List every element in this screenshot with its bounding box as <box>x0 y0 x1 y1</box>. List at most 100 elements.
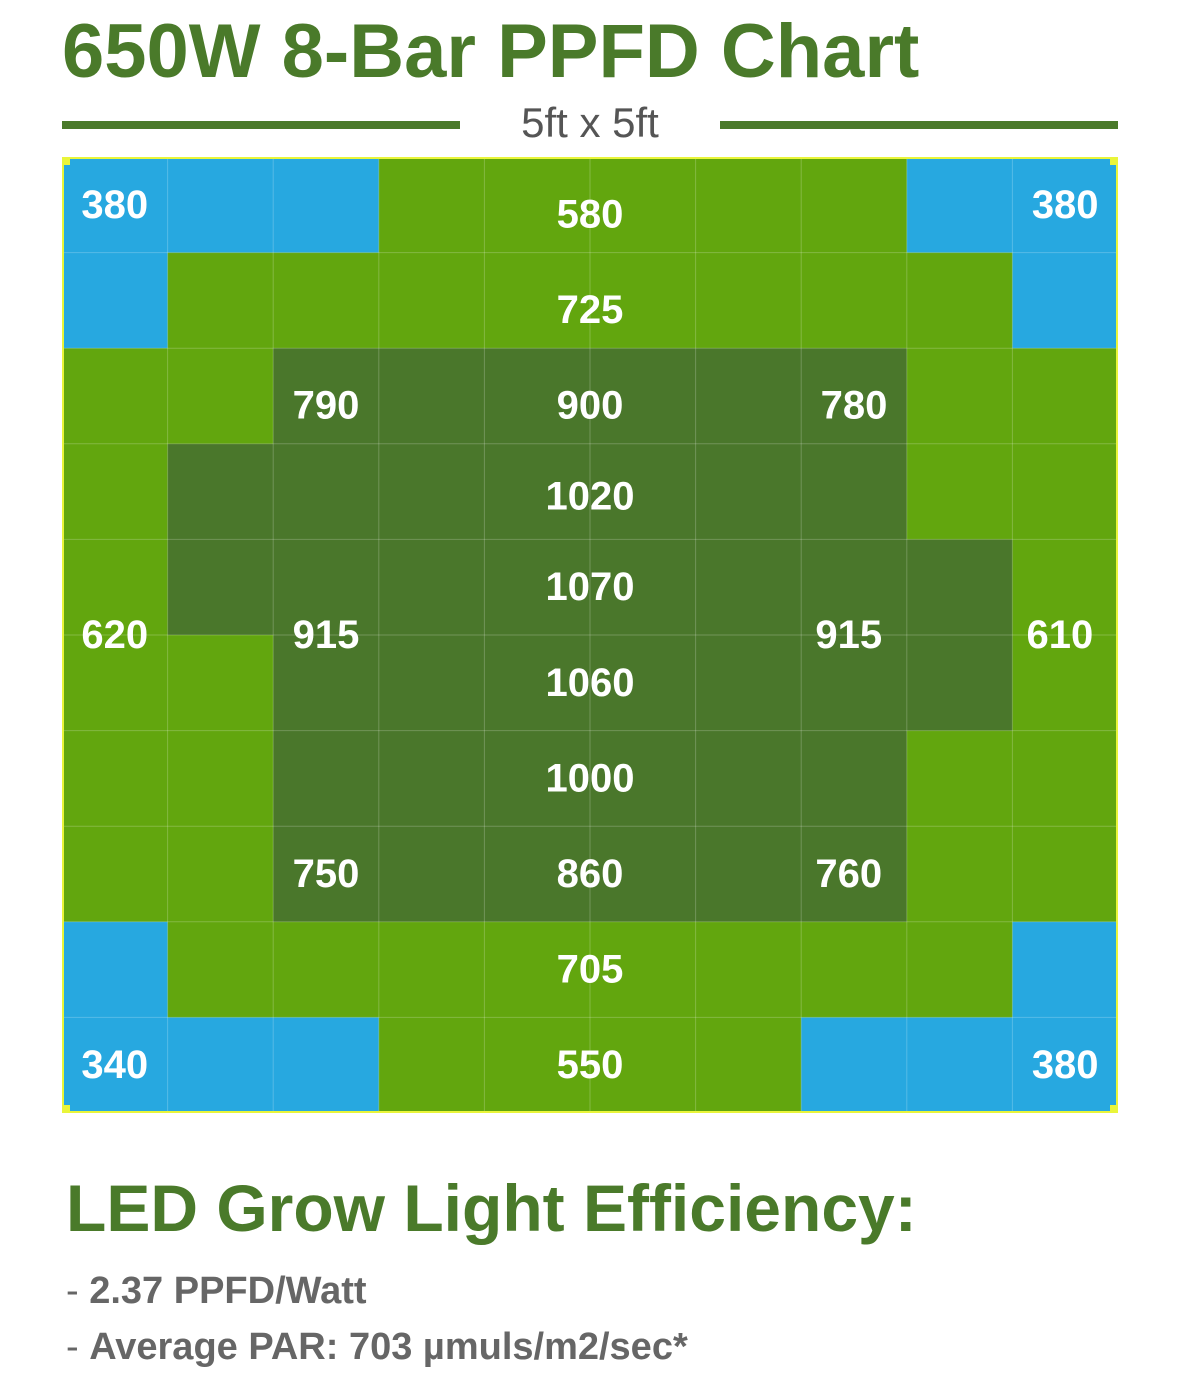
heatmap-cell-high <box>378 730 485 827</box>
heatmap-cell-high <box>695 348 802 445</box>
heatmap-cell-mid <box>167 730 274 827</box>
heatmap-cell-mid <box>273 921 380 1018</box>
heatmap-cell-mid <box>695 1017 802 1113</box>
heatmap-cell-high <box>695 730 802 827</box>
bullet-dash: - <box>66 1326 90 1368</box>
ppfd-reading: 790 <box>293 384 360 428</box>
corner-handle <box>62 157 70 165</box>
heatmap-border <box>62 157 1118 1113</box>
heatmap-cell-high <box>801 635 908 732</box>
heatmap-cell-high <box>484 635 591 732</box>
heatmap-cell-high <box>801 826 908 923</box>
title-divider-right <box>720 121 1118 129</box>
ppfd-reading: 780 <box>821 384 888 428</box>
heatmap-cell-high <box>273 826 380 923</box>
heatmap-cell-low <box>273 1017 380 1113</box>
heatmap-cell-mid <box>590 157 697 254</box>
heatmap-cell-mid <box>1012 348 1118 445</box>
heatmap-cell-high <box>167 443 274 540</box>
heatmap-cell-high <box>484 730 591 827</box>
ppfd-reading: 725 <box>557 288 624 332</box>
heatmap-cell-mid <box>590 1017 697 1113</box>
heatmap-cell-high <box>801 539 908 636</box>
heatmap-cell-high <box>484 826 591 923</box>
heatmap-cell-mid <box>695 157 802 254</box>
ppfd-reading: 915 <box>293 613 360 657</box>
heatmap-cell-mid <box>167 826 274 923</box>
efficiency-value: Average PAR: 703 µmuls/m2/sec* <box>89 1326 688 1368</box>
heatmap-cell-low <box>906 1017 1013 1113</box>
corner-handle <box>62 1105 70 1113</box>
heatmap-cell-high <box>801 730 908 827</box>
ppfd-reading: 1060 <box>546 661 635 705</box>
heatmap-cell-high <box>590 348 697 445</box>
heatmap-cell-mid <box>62 635 169 732</box>
heatmap-cell-high <box>378 635 485 732</box>
ppfd-reading: 340 <box>81 1043 148 1087</box>
heatmap-cell-mid <box>167 252 274 349</box>
corner-handle <box>1110 1105 1118 1113</box>
ppfd-reading: 550 <box>557 1043 624 1087</box>
heatmap-cell-mid <box>906 252 1013 349</box>
heatmap-cell-low <box>1012 157 1118 254</box>
heatmap-cell-low <box>1012 921 1118 1018</box>
heatmap-cell-mid <box>801 157 908 254</box>
chart-title: 650W 8-Bar PPFD Chart <box>62 9 920 94</box>
heatmap-cell-mid <box>1012 635 1118 732</box>
heatmap-cell-high <box>378 348 485 445</box>
heatmap-cell-low <box>1012 252 1118 349</box>
heatmap-cell-high <box>273 348 380 445</box>
heatmap-cell-mid <box>378 252 485 349</box>
heatmap-cell-mid <box>62 826 169 923</box>
heatmap-cell-mid <box>273 252 380 349</box>
heatmap-cell-mid <box>62 443 169 540</box>
heatmap-cell-high <box>695 635 802 732</box>
heatmap-cell-mid <box>695 252 802 349</box>
heatmap-cell-mid <box>484 157 591 254</box>
heatmap-cell-high <box>378 826 485 923</box>
title-divider-left <box>62 121 460 129</box>
efficiency-value: 2.37 PPFD/Watt <box>89 1270 367 1312</box>
ppfd-reading: 580 <box>557 192 624 236</box>
heatmap-cell-high <box>273 730 380 827</box>
heatmap-cell-high <box>590 443 697 540</box>
heatmap-cell-mid <box>484 252 591 349</box>
heatmap-cell-high <box>378 443 485 540</box>
ppfd-reading: 860 <box>557 852 624 896</box>
bullet-dash: - <box>66 1270 90 1312</box>
heatmap-cell-mid <box>801 252 908 349</box>
ppfd-reading: 915 <box>815 613 882 657</box>
ppfd-reading: 620 <box>81 613 148 657</box>
heatmap-cell-mid <box>1012 539 1118 636</box>
efficiency-item-average-par: - Average PAR: 703 µmuls/m2/sec* <box>66 1324 688 1370</box>
heatmap-cell-high <box>590 730 697 827</box>
heatmap-cell-mid <box>62 348 169 445</box>
heatmap-cell-mid <box>378 157 485 254</box>
heatmap-cell-mid <box>1012 826 1118 923</box>
heatmap-cell-high <box>695 826 802 923</box>
ppfd-reading: 1070 <box>546 565 635 609</box>
heatmap-cell-high <box>590 635 697 732</box>
ppfd-heatmap: 380 580 380 725 790 900 780 1020 1070 620 915 915 61… <box>62 157 1118 1113</box>
heatmap-cell-low <box>1012 1017 1118 1113</box>
ppfd-reading: 1000 <box>546 756 635 800</box>
heatmap-cell-low <box>167 1017 274 1113</box>
ppfd-reading: 380 <box>81 183 148 227</box>
heatmap-cell-high <box>695 443 802 540</box>
heatmap-cell-low <box>62 1017 169 1113</box>
heatmap-cell-mid <box>590 921 697 1018</box>
heatmap-cell-mid <box>906 730 1013 827</box>
heatmap-cell-mid <box>590 252 697 349</box>
heatmap-cell-mid <box>378 1017 485 1113</box>
heatmap-cell-mid <box>484 921 591 1018</box>
heatmap-cell-mid <box>801 921 908 1018</box>
heatmap-cell-high <box>906 539 1013 636</box>
heatmap-cell-low <box>62 252 169 349</box>
heatmap-cell-low <box>62 157 169 254</box>
heatmap-cell-high <box>695 539 802 636</box>
corner-handle <box>1110 157 1118 165</box>
heatmap-cell-high <box>378 539 485 636</box>
heatmap-cell-high <box>273 539 380 636</box>
ppfd-reading: 380 <box>1032 183 1099 227</box>
efficiency-heading: LED Grow Light Efficiency: <box>66 1171 917 1245</box>
